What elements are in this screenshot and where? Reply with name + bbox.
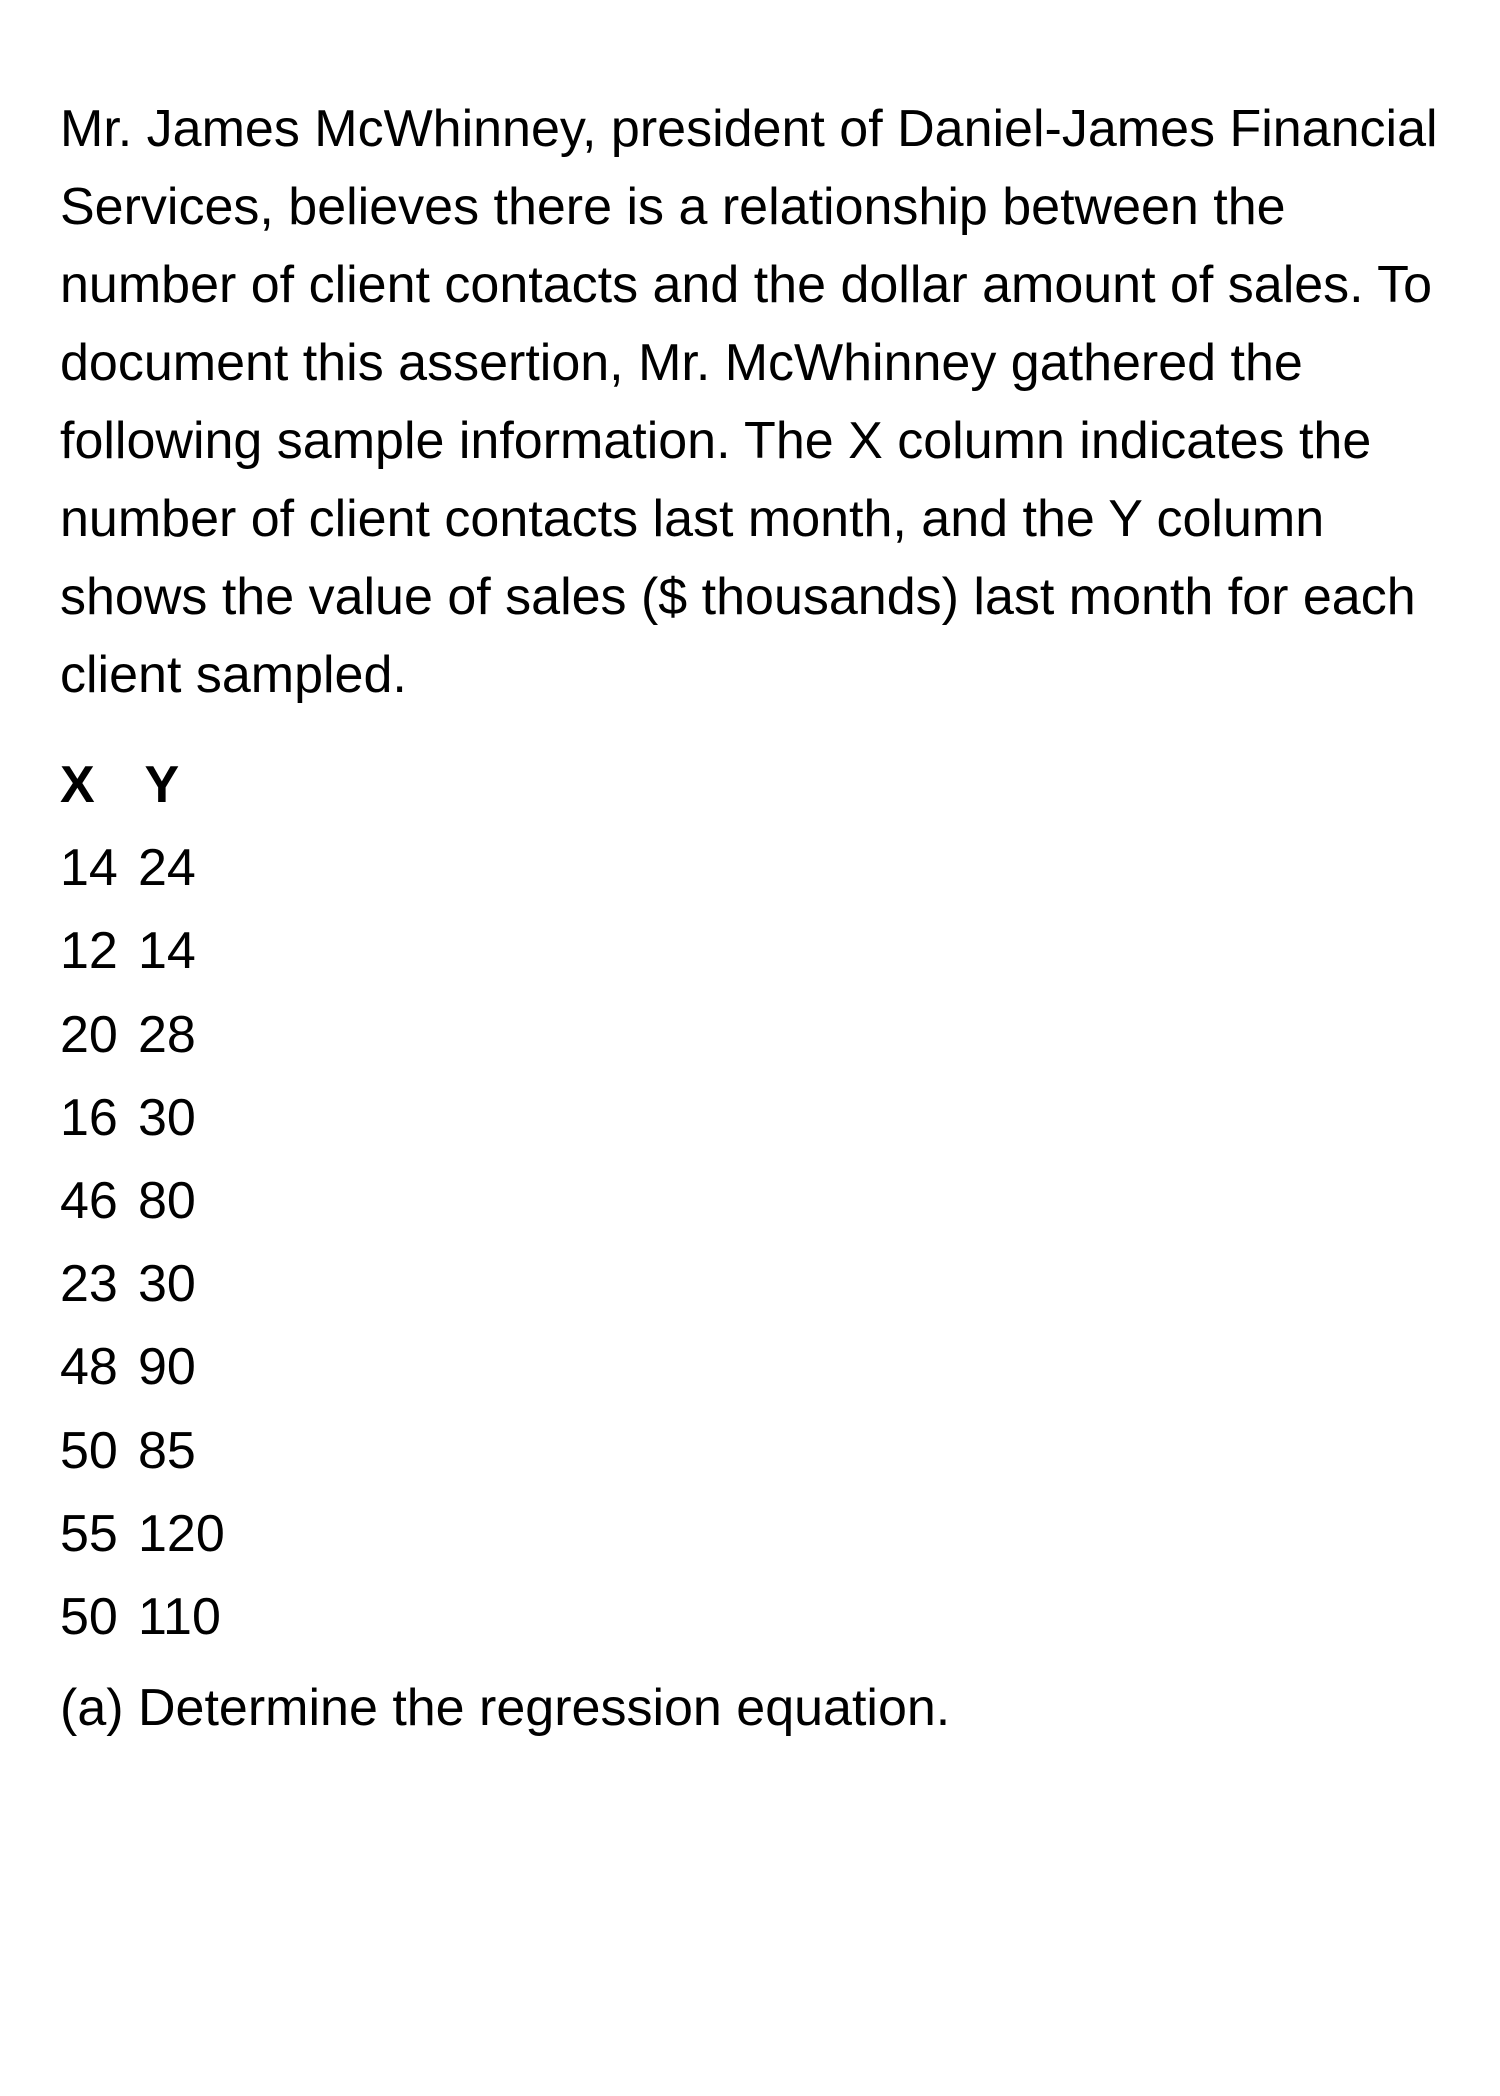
data-table: 14 24 12 14 20 28 16 30 46 80 23 30 48 9… [60,827,1440,1659]
table-row: 50 110 [60,1576,1440,1659]
cell-y: 85 [138,1410,196,1493]
cell-y: 80 [138,1160,196,1243]
cell-x: 20 [60,994,138,1077]
table-row: 50 85 [60,1410,1440,1493]
cell-x: 23 [60,1243,138,1326]
cell-y: 110 [138,1576,221,1659]
table-row: 46 80 [60,1160,1440,1243]
table-row: 12 14 [60,910,1440,993]
cell-x: 16 [60,1077,138,1160]
cell-y: 28 [138,994,196,1077]
cell-x: 12 [60,910,138,993]
cell-x: 50 [60,1410,138,1493]
cell-x: 46 [60,1160,138,1243]
cell-y: 120 [138,1493,225,1576]
cell-x: 48 [60,1326,138,1409]
table-row: 55 120 [60,1493,1440,1576]
cell-x: 55 [60,1493,138,1576]
table-header-y: Y [144,744,179,827]
table-row: 14 24 [60,827,1440,910]
cell-y: 90 [138,1326,196,1409]
problem-paragraph: Mr. James McWhinney, president of Daniel… [60,90,1440,714]
table-header-x: X [60,744,130,827]
table-row: 48 90 [60,1326,1440,1409]
cell-y: 14 [138,910,196,993]
table-row: 20 28 [60,994,1440,1077]
cell-y: 30 [138,1243,196,1326]
cell-x: 14 [60,827,138,910]
table-row: 23 30 [60,1243,1440,1326]
table-row: 16 30 [60,1077,1440,1160]
cell-y: 30 [138,1077,196,1160]
table-header-row: X Y [60,744,1440,827]
question-part-a: (a) Determine the regression equation. [60,1667,1440,1750]
cell-y: 24 [138,827,196,910]
cell-x: 50 [60,1576,138,1659]
